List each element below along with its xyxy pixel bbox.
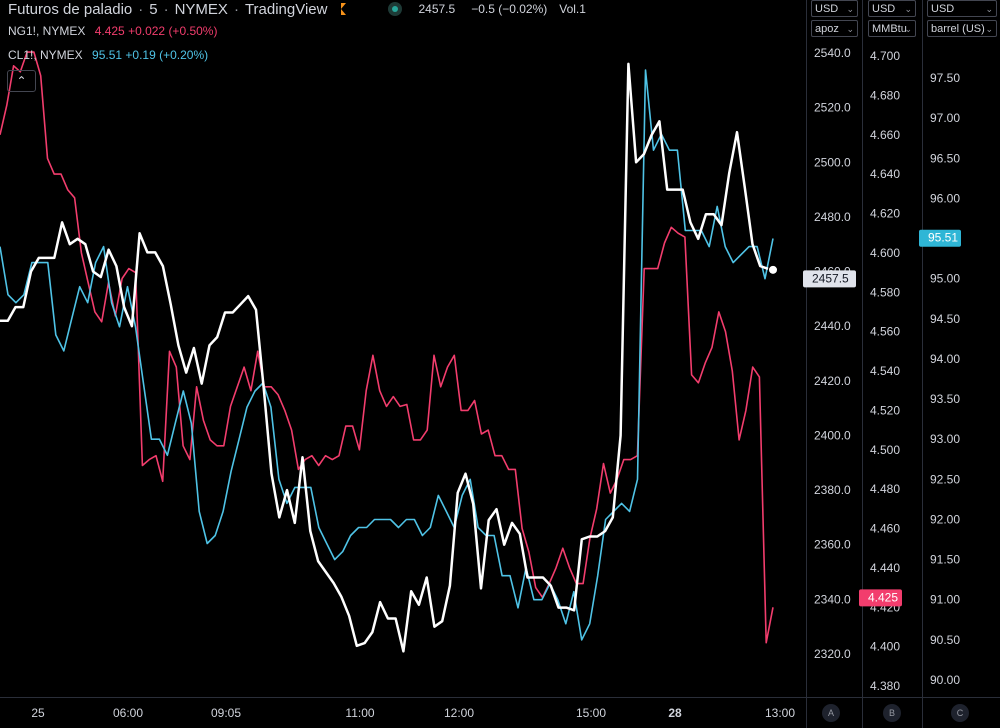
- time-axis: 25 06:00 09:05 11:00 12:00 15:00 28 13:00: [31, 706, 795, 720]
- series-line-cl1-nymex[interactable]: [0, 69, 774, 641]
- axis-c-button[interactable]: C: [951, 704, 969, 722]
- y-tick-label: 2480.0: [814, 210, 851, 224]
- x-tick-label: 06:00: [113, 706, 143, 720]
- legend-ng[interactable]: NG1!, NYMEX 4.425 +0.022 (+0.50%): [8, 24, 217, 38]
- y-tick-label: 2320.0: [814, 647, 851, 661]
- volume: Vol.1: [559, 2, 586, 16]
- price-change: −0.5 (−0.02%): [471, 2, 548, 16]
- y-tick-label: 94.00: [930, 352, 960, 366]
- y-tick-label: 4.700: [870, 49, 900, 63]
- interval-label[interactable]: 5: [149, 0, 158, 18]
- y-tick-label: 4.480: [870, 482, 900, 496]
- collapse-legend-button[interactable]: ⌃: [7, 70, 36, 92]
- axis-a-currency[interactable]: USD ⌄: [811, 0, 858, 17]
- y-tick-label: 2540.0: [814, 46, 851, 60]
- last-value-badge: 2457.5: [812, 271, 849, 285]
- y-tick-label: 2380.0: [814, 483, 851, 497]
- y-tick-label: 90.00: [930, 673, 960, 687]
- series-line-ng1-nymex[interactable]: [0, 51, 774, 644]
- axis-a-unit[interactable]: apoz ⌄: [811, 20, 858, 37]
- axis-b-unit[interactable]: MMBtu ⌄: [868, 20, 916, 37]
- axis-b-currency[interactable]: USD ⌄: [868, 0, 916, 17]
- symbol-header: Futuros de paladio · 5 · NYMEX · Trading…: [8, 0, 586, 18]
- y-tick-label: 2500.0: [814, 155, 851, 169]
- y-tick-label: 4.460: [870, 522, 900, 536]
- y-tick-label: 4.640: [870, 167, 900, 181]
- y-tick-label: 91.50: [930, 553, 960, 567]
- y-tick-label: 2340.0: [814, 592, 851, 606]
- y-tick-label: 4.380: [870, 679, 900, 693]
- y-tick-label: 2520.0: [814, 101, 851, 115]
- x-tick-label: 11:00: [345, 706, 374, 720]
- y-tick-label: 92.00: [930, 512, 960, 526]
- last-price: 2457.5: [418, 2, 456, 16]
- y-tick-label: 94.50: [930, 312, 960, 326]
- y-tick-label: 2440.0: [814, 319, 851, 333]
- y-tick-label: 4.560: [870, 325, 900, 339]
- y-tick-label: 96.50: [930, 151, 960, 165]
- price-axis-a: 2540.02520.02500.02480.02460.02440.02420…: [814, 46, 851, 661]
- y-tick-label: 2400.0: [814, 428, 851, 442]
- symbol-title[interactable]: Futuros de paladio: [8, 0, 133, 18]
- axis-c-unit[interactable]: barrel (US) ⌄: [927, 20, 997, 37]
- legend-cl-symbol: CL1!, NYMEX: [8, 48, 83, 62]
- y-tick-label: 4.580: [870, 285, 900, 299]
- x-tick-label: 12:00: [444, 706, 474, 720]
- y-tick-label: 4.660: [870, 128, 900, 142]
- y-tick-label: 93.00: [930, 432, 960, 446]
- x-tick-label: 28: [668, 706, 682, 720]
- axis-a-button[interactable]: A: [822, 704, 840, 722]
- last-value-badge-bg: [919, 229, 961, 247]
- y-tick-label: 2420.0: [814, 374, 851, 388]
- axis-b-button[interactable]: B: [883, 704, 901, 722]
- price-axis-c: 97.5097.0096.5096.0095.5095.0094.5094.00…: [930, 71, 960, 687]
- last-price-dot: [769, 265, 777, 274]
- y-tick-label: 4.680: [870, 88, 900, 102]
- series-line-futuros-de-paladio[interactable]: [0, 62, 769, 653]
- x-tick-label: 25: [31, 706, 45, 720]
- chevron-up-icon: ⌃: [16, 74, 27, 88]
- brand-label: TradingView: [244, 0, 328, 18]
- y-tick-label: 95.00: [930, 272, 960, 286]
- last-value-badge-bg: [803, 270, 856, 288]
- market-status-icon[interactable]: [388, 2, 403, 16]
- legend-ng-value: 4.425 +0.022 (+0.50%): [94, 24, 218, 38]
- x-tick-label: 15:00: [576, 706, 606, 720]
- y-tick-label: 4.540: [870, 364, 900, 378]
- y-tick-label: 97.50: [930, 71, 960, 85]
- y-tick-label: 2360.0: [814, 538, 851, 552]
- y-tick-label: 4.620: [870, 207, 900, 221]
- flag-icon[interactable]: [341, 3, 347, 15]
- y-tick-label: 4.520: [870, 403, 900, 417]
- y-tick-label: 90.50: [930, 633, 960, 647]
- y-tick-label: 92.50: [930, 472, 960, 486]
- exchange-label: NYMEX: [174, 0, 228, 18]
- legend-ng-symbol: NG1!, NYMEX: [8, 24, 86, 38]
- legend-cl-value: 95.51 +0.19 (+0.20%): [92, 48, 209, 62]
- y-tick-label: 4.440: [870, 561, 900, 575]
- last-value-badge: 95.51: [928, 231, 958, 245]
- axis-c-currency[interactable]: USD ⌄: [927, 0, 997, 17]
- x-tick-label: 09:05: [211, 706, 241, 720]
- y-tick-label: 97.00: [930, 111, 960, 125]
- y-tick-label: 93.50: [930, 392, 960, 406]
- y-tick-label: 4.600: [870, 246, 900, 260]
- legend-cl[interactable]: CL1!, NYMEX 95.51 +0.19 (+0.20%): [8, 48, 208, 62]
- y-tick-label: 96.00: [930, 191, 960, 205]
- x-tick-label: 13:00: [765, 706, 795, 720]
- y-tick-label: 4.400: [870, 640, 900, 654]
- y-tick-label: 91.00: [930, 593, 960, 607]
- last-value-badge-bg: [859, 589, 902, 607]
- last-value-badge: 4.425: [868, 590, 898, 604]
- y-tick-label: 4.500: [870, 443, 900, 457]
